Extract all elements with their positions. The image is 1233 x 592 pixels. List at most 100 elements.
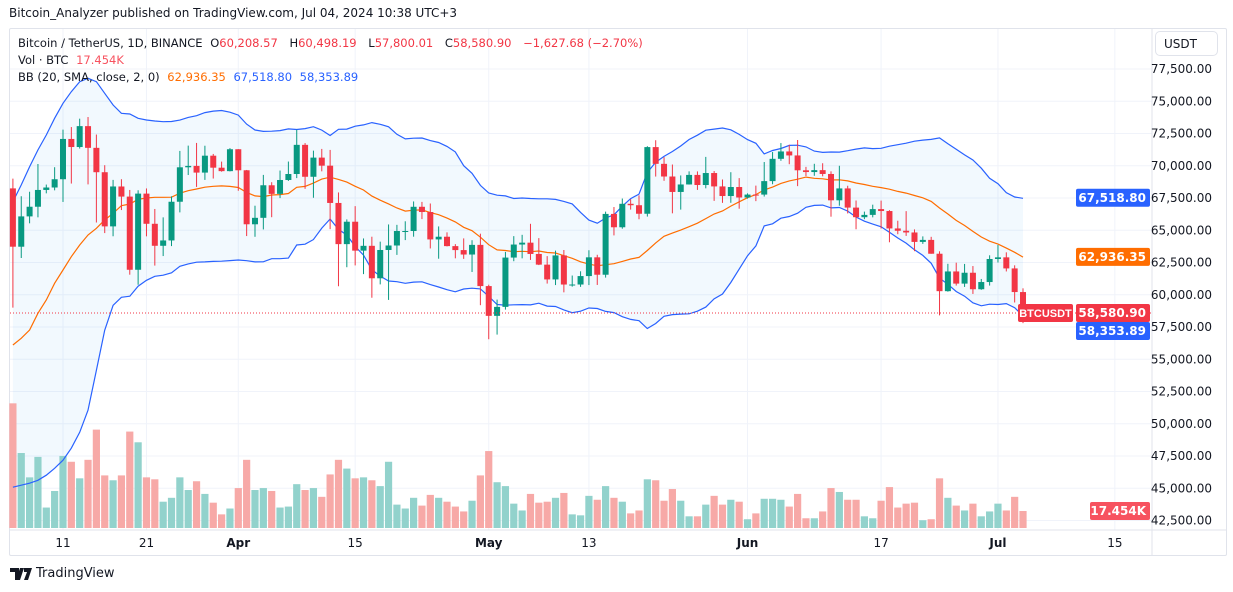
- candle-body: [594, 257, 601, 275]
- candle-body: [869, 209, 876, 215]
- volume-bar: [568, 514, 576, 528]
- volume-bar: [226, 508, 234, 528]
- candle-body: [335, 202, 342, 245]
- bb-lower-value: 58,353.89: [299, 70, 359, 84]
- volume-bar: [109, 480, 117, 528]
- candle-body: [377, 249, 384, 279]
- candle-body: [1003, 257, 1010, 269]
- volume-bar: [126, 431, 134, 528]
- volume-bar: [293, 484, 301, 528]
- candle-body: [636, 205, 642, 214]
- candle-body: [978, 282, 985, 290]
- volume-bar: [67, 461, 75, 528]
- candle-body: [260, 185, 267, 218]
- volume-bar: [59, 455, 67, 528]
- candle-body: [711, 173, 718, 187]
- volume-bar: [92, 429, 100, 528]
- volume-bar: [785, 506, 793, 528]
- volume-bar: [384, 461, 393, 528]
- low-value: 57,800.01: [374, 36, 434, 50]
- candle-body: [602, 213, 609, 275]
- candle-body: [652, 147, 659, 164]
- candle-body: [953, 271, 960, 284]
- volume-bar: [685, 516, 693, 528]
- candle-body: [302, 144, 309, 177]
- bollinger-band-fill: [12, 78, 1023, 488]
- volume-bar: [627, 513, 635, 528]
- tradingview-logo-icon: [10, 567, 32, 580]
- price-tick-label: 50,000.00: [1151, 417, 1212, 431]
- candle-body: [235, 149, 242, 171]
- candle-body: [494, 306, 501, 316]
- candle-body: [435, 236, 442, 240]
- candle-body: [51, 179, 58, 188]
- volume-bar: [977, 516, 985, 528]
- volume-bar: [209, 502, 217, 528]
- volume-bar: [51, 490, 59, 528]
- candle-body: [836, 188, 843, 201]
- volume-bar: [510, 503, 518, 528]
- price-tick-label: 62,500.00: [1151, 256, 1212, 270]
- footer-brand[interactable]: TradingView: [10, 566, 115, 581]
- candle-body: [585, 257, 592, 277]
- bb-label[interactable]: BB (20, SMA, close, 2, 0): [18, 70, 160, 84]
- candle-body: [243, 170, 250, 225]
- candle-body: [752, 194, 759, 196]
- volume-bar: [727, 499, 735, 528]
- candle-body: [151, 223, 158, 246]
- volume-bar: [693, 516, 702, 528]
- volume-bar: [526, 493, 535, 528]
- candle-body: [769, 158, 776, 182]
- volume-bar: [284, 506, 292, 528]
- volume-bar: [251, 490, 259, 528]
- publisher-line: Bitcoin_Analyzer published on TradingVie…: [9, 6, 458, 20]
- high-label: H: [289, 36, 299, 50]
- candle-body: [544, 264, 551, 280]
- volume-bar: [410, 497, 418, 528]
- symbol-name[interactable]: Bitcoin / TetherUS, 1D, BINANCE: [18, 36, 203, 50]
- open-value: 60,208.57: [219, 36, 278, 50]
- volume-bar: [276, 507, 284, 528]
- volume-bar: [643, 479, 651, 528]
- candle-body: [510, 244, 517, 258]
- candle-body: [68, 138, 75, 148]
- bb-upper-value: 67,518.80: [233, 70, 293, 84]
- candle-body: [994, 257, 1001, 259]
- price-axis-badge: [1076, 247, 1150, 266]
- candle-body: [819, 170, 826, 174]
- candle-body: [911, 232, 918, 242]
- candle-body: [76, 126, 83, 148]
- time-tick-label: 13: [581, 536, 596, 550]
- candle-body: [936, 253, 943, 292]
- candle-body: [794, 155, 801, 171]
- candle-body: [560, 255, 567, 285]
- volume-bar: [192, 481, 201, 528]
- candle-body: [736, 187, 743, 198]
- candle-body: [969, 272, 976, 290]
- currency-button[interactable]: USDT: [1155, 31, 1218, 56]
- price-axis-badge: [1076, 304, 1150, 323]
- candle-body: [519, 242, 526, 245]
- volume-bar: [902, 503, 910, 528]
- volume-bar: [167, 497, 176, 528]
- volume-bar: [343, 468, 351, 528]
- volume-bar: [318, 496, 326, 528]
- volume-label[interactable]: Vol · BTC: [18, 53, 69, 67]
- candle-body: [452, 246, 459, 251]
- volume-bar: [560, 492, 568, 528]
- volume-bar: [535, 502, 543, 528]
- volume-bar: [986, 511, 994, 528]
- candle-body: [777, 151, 784, 159]
- candle-body: [418, 206, 425, 213]
- candle-body: [343, 221, 350, 245]
- volume-bar: [518, 510, 526, 528]
- legend-symbol-row: Bitcoin / TetherUS, 1D, BINANCE O60,208.…: [18, 36, 647, 50]
- volume-bar: [885, 487, 894, 528]
- volume-bar: [426, 494, 434, 528]
- candle-body: [410, 206, 417, 232]
- volume-bar: [944, 497, 952, 528]
- time-tick-label: May: [475, 536, 503, 550]
- high-value: 60,498.19: [298, 36, 357, 50]
- candle-body: [844, 188, 851, 208]
